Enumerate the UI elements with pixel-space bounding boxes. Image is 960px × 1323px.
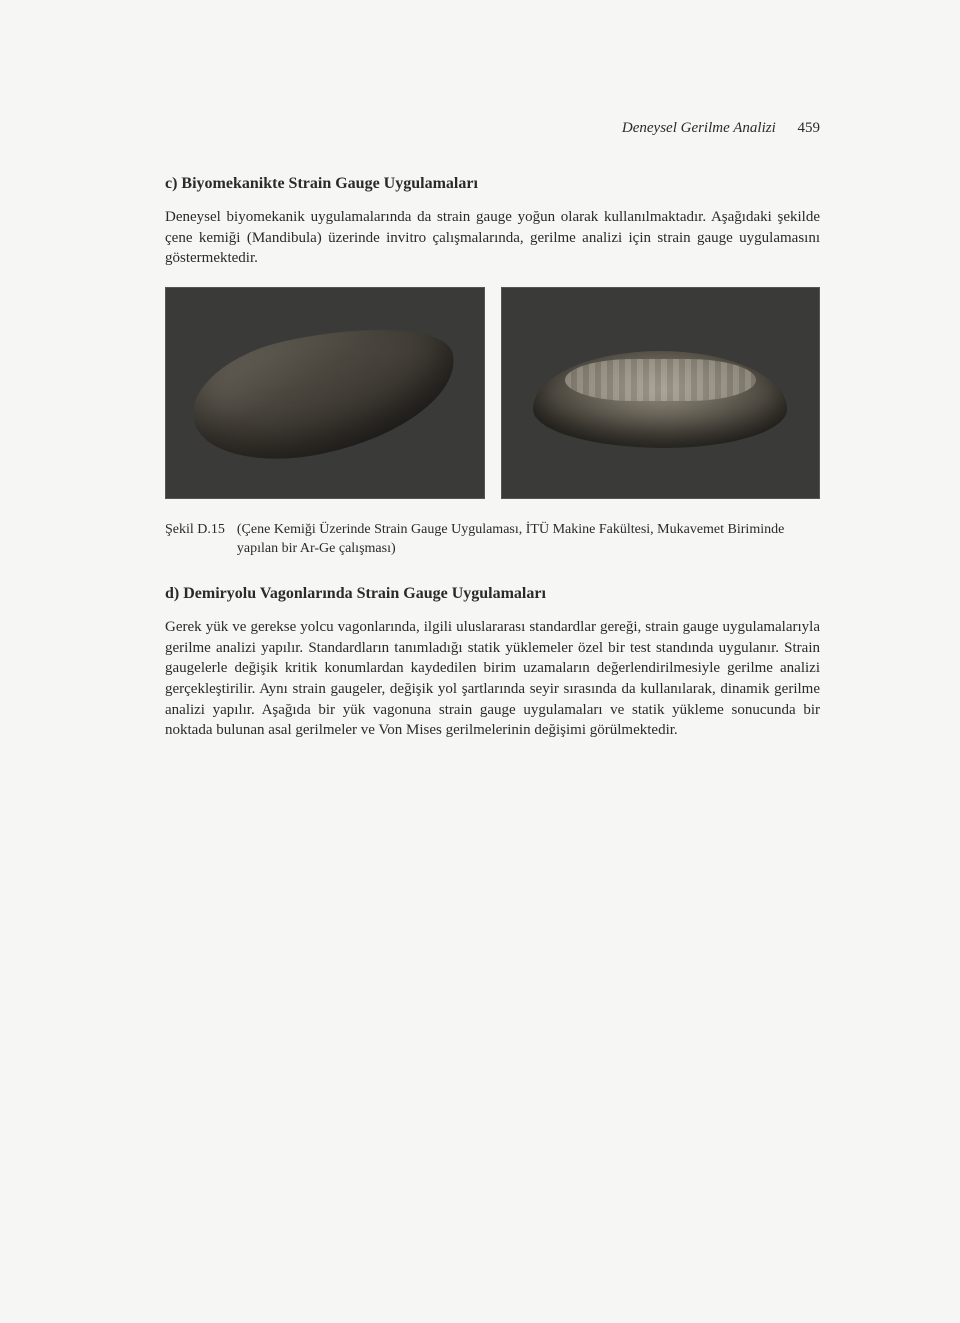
running-head: Deneysel Gerilme Analizi 459 <box>165 120 820 137</box>
section-d-heading: d) Demiryolu Vagonlarında Strain Gauge U… <box>165 585 820 603</box>
figure-caption: Şekil D.15 (Çene Kemiği Üzerinde Strain … <box>165 521 820 559</box>
figure-image-right <box>501 287 821 499</box>
page: Deneysel Gerilme Analizi 459 c) Biyomeka… <box>0 0 960 1323</box>
figure-image-left <box>165 287 485 499</box>
running-title: Deneysel Gerilme Analizi <box>622 120 776 136</box>
figure-label: Şekil D.15 <box>165 521 237 559</box>
section-c-paragraph: Deneysel biyomekanik uygulamalarında da … <box>165 207 820 269</box>
page-number: 459 <box>798 120 821 136</box>
figure-caption-text: (Çene Kemiği Üzerinde Strain Gauge Uygul… <box>237 521 820 559</box>
section-c-heading: c) Biyomekanikte Strain Gauge Uygulamala… <box>165 175 820 193</box>
figure-row <box>165 287 820 499</box>
section-d-paragraph: Gerek yük ve gerekse yolcu vagonlarında,… <box>165 617 820 741</box>
